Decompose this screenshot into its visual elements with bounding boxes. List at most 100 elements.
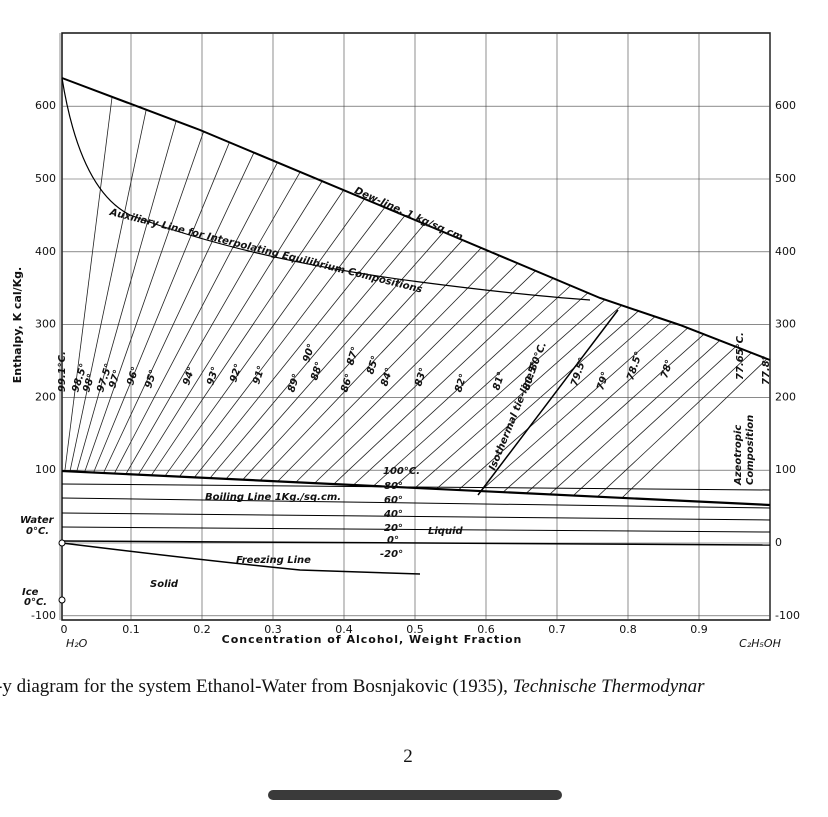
x-tick-label: 0.4 — [335, 623, 353, 636]
isothermal-tie-line — [477, 309, 619, 496]
isotherm-label: 0° — [387, 535, 399, 546]
isotherm — [61, 512, 771, 521]
tie-line — [69, 109, 147, 472]
tie-line-label: 82° — [453, 372, 469, 393]
tie-line — [373, 292, 589, 487]
tie-line-label: 95° — [143, 368, 159, 389]
y-tick-label: -100 — [775, 609, 800, 622]
isotherm-label: 40° — [383, 509, 403, 520]
tie-line-label: 79° — [595, 370, 611, 391]
annotation: Dew-line, 1 kg/sq cm. — [353, 185, 468, 244]
annotation: Liquid — [428, 526, 464, 537]
tie-line — [194, 215, 406, 478]
tie-line — [549, 340, 721, 495]
tie-line — [573, 346, 736, 496]
y-tick-label: 300 — [775, 318, 796, 331]
tie-line-label: 86° — [339, 372, 355, 393]
tie-line — [76, 120, 177, 472]
x-end-label: H₂O — [66, 637, 88, 650]
y-tick-label: 200 — [775, 390, 796, 403]
annotation: 77.8° — [761, 355, 772, 385]
x-tick-label: 0.7 — [548, 623, 566, 636]
annotation: 0°C. — [24, 597, 47, 608]
isotherm — [61, 497, 771, 509]
y-tick-label: 600 — [775, 99, 796, 112]
annotation: Composition — [745, 415, 756, 485]
annotation: Freezing Line — [236, 555, 311, 566]
y-tick-label: 600 — [35, 99, 56, 112]
tie-line — [209, 223, 425, 479]
tie-line-label: 91° — [251, 364, 267, 385]
tie-line — [458, 316, 656, 491]
tie-line-label: 85° — [365, 354, 381, 375]
annotation: Azeotropic — [733, 425, 744, 486]
caption: -y diagram for the system Ethanol-Water … — [0, 676, 705, 697]
y-tick-label: 100 — [775, 463, 796, 476]
tie-line — [525, 333, 705, 494]
tie-line — [137, 180, 323, 475]
tie-line — [597, 352, 752, 497]
x-tick-label: 0.2 — [193, 623, 211, 636]
tie-line — [314, 270, 536, 484]
x-tick-label: 0.6 — [477, 623, 495, 636]
annotation: 77.65°C. — [735, 332, 746, 380]
y-tick-label: 400 — [35, 245, 56, 258]
x-tick-label: 0.8 — [619, 623, 637, 636]
y-axis-label: Enthalpy, K cal/Kg. — [11, 267, 24, 384]
y-tick-label: 500 — [35, 172, 56, 185]
tie-line-label: 87° — [345, 345, 361, 366]
y-tick-label: -100 — [31, 609, 56, 622]
isotherm-label: 80° — [384, 481, 403, 492]
tie-line — [259, 247, 482, 481]
tie-line-label: 89° — [286, 372, 302, 393]
x-tick-label: 0.9 — [690, 623, 708, 636]
tie-line — [621, 358, 768, 499]
page-number: 2 — [403, 746, 413, 767]
tie-line — [414, 305, 623, 489]
annotation: Isothermal tie-line 80°C. — [487, 340, 549, 472]
tie-line — [480, 321, 672, 492]
y-tick-label: 200 — [35, 390, 56, 403]
y-tick-label: 400 — [775, 245, 796, 258]
caption-text: -y diagram for the system Ethanol-Water … — [0, 676, 513, 697]
y-tick-label: 100 — [35, 463, 56, 476]
tie-line-label: 78° — [659, 358, 675, 379]
tie-line — [93, 142, 230, 473]
x-tick-label: 0.1 — [122, 623, 140, 636]
tie-line-label: 83° — [413, 366, 429, 387]
tie-line — [333, 277, 554, 485]
tie-line-label: 84° — [379, 366, 395, 387]
isotherm-label: 20° — [384, 523, 403, 534]
tie-line — [125, 171, 301, 475]
tie-line-label: 92° — [228, 362, 244, 383]
point — [58, 596, 66, 604]
isotherm-label: 60° — [384, 495, 403, 506]
tie-line-label: 99.1°C. — [57, 351, 68, 392]
tie-line — [353, 285, 571, 486]
tie-line — [84, 131, 204, 473]
tie-line — [64, 96, 113, 472]
annotation: Boiling Line 1Kg./sq.cm. — [205, 492, 341, 503]
x-tick-label: 0.5 — [406, 623, 424, 636]
y-tick-label: 500 — [775, 172, 796, 185]
isotherm-label: -20° — [380, 549, 403, 560]
scrollbar — [268, 790, 562, 800]
auxiliary-line — [61, 77, 591, 301]
tie-line — [502, 327, 688, 493]
tie-line — [242, 239, 463, 480]
tie-line — [393, 299, 606, 488]
isotherm-label: 100°C. — [383, 466, 420, 477]
boiling-line — [61, 469, 771, 507]
isotherm — [61, 540, 771, 546]
tie-line-label: 96° — [125, 365, 141, 386]
tie-line — [179, 207, 386, 477]
y-tick-label: 0 — [775, 536, 782, 549]
tie-line-label: 93° — [205, 365, 221, 386]
point — [58, 539, 66, 547]
annotation: Ice — [22, 587, 39, 598]
x-tick-label: 0 — [61, 623, 68, 636]
tie-line — [113, 162, 278, 474]
tie-line — [164, 198, 365, 477]
tie-line — [103, 152, 255, 474]
annotation: Water — [20, 515, 55, 526]
